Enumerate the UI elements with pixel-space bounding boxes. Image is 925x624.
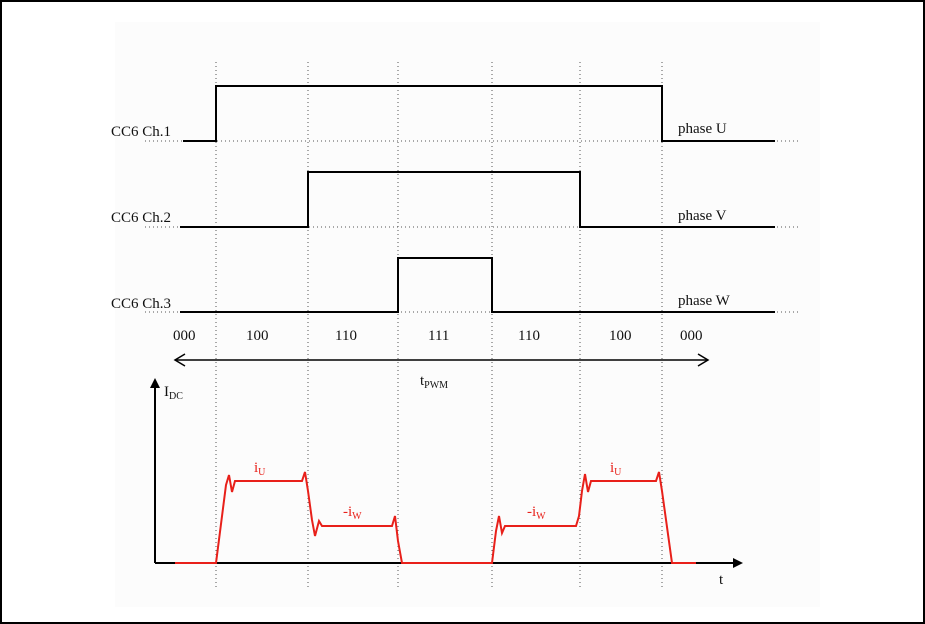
- current-label-neg-iw: -iW: [527, 504, 546, 522]
- state-code: 100: [246, 328, 269, 344]
- waveform-ch1: [183, 85, 775, 142]
- waveform-ch3: [180, 257, 775, 313]
- phase-label-u: phase U: [678, 121, 727, 137]
- pwm-period-sub: PWM: [424, 380, 448, 391]
- channel-label-3: CC6 Ch.3: [111, 296, 171, 312]
- current-axis-label: IDC: [164, 384, 183, 402]
- waveform-ch2: [180, 171, 775, 228]
- current-label-base: -i: [343, 504, 352, 520]
- state-boundaries: [215, 62, 663, 590]
- pwm-period-label: tPWM: [420, 373, 448, 391]
- state-code: 100: [609, 328, 632, 344]
- state-code: 110: [335, 328, 357, 344]
- current-label-base: i: [254, 460, 258, 476]
- current-label-sub: U: [614, 467, 622, 478]
- state-code: 110: [518, 328, 540, 344]
- pwm-waveforms: [180, 85, 775, 313]
- diagram-background: [115, 22, 820, 607]
- current-axis-base: I: [164, 384, 169, 400]
- current-label-iu: iU: [610, 460, 622, 478]
- current-label-sub: U: [258, 467, 266, 478]
- current-label-neg-iw: -iW: [343, 504, 362, 522]
- current-label-sub: W: [536, 511, 546, 522]
- dc-current-trace: [175, 471, 696, 564]
- state-code: 111: [428, 328, 449, 344]
- channel-label-1: CC6 Ch.1: [111, 124, 171, 140]
- state-code: 000: [680, 328, 703, 344]
- x-axis-arrowhead: [733, 558, 743, 568]
- current-axis-sub: DC: [169, 391, 183, 402]
- time-axis-label: t: [719, 572, 724, 588]
- state-code: 000: [173, 328, 196, 344]
- current-label-base: -i: [527, 504, 536, 520]
- current-label-iu: iU: [254, 460, 266, 478]
- y-axis-arrowhead: [150, 378, 160, 388]
- current-label-base: i: [610, 460, 614, 476]
- channel-label-2: CC6 Ch.2: [111, 210, 171, 226]
- phase-label-v: phase V: [678, 208, 727, 224]
- pwm-period-arrow: [173, 353, 710, 367]
- pwm-period-base: t: [420, 373, 425, 389]
- phase-label-w: phase W: [678, 293, 731, 309]
- current-label-sub: W: [352, 511, 362, 522]
